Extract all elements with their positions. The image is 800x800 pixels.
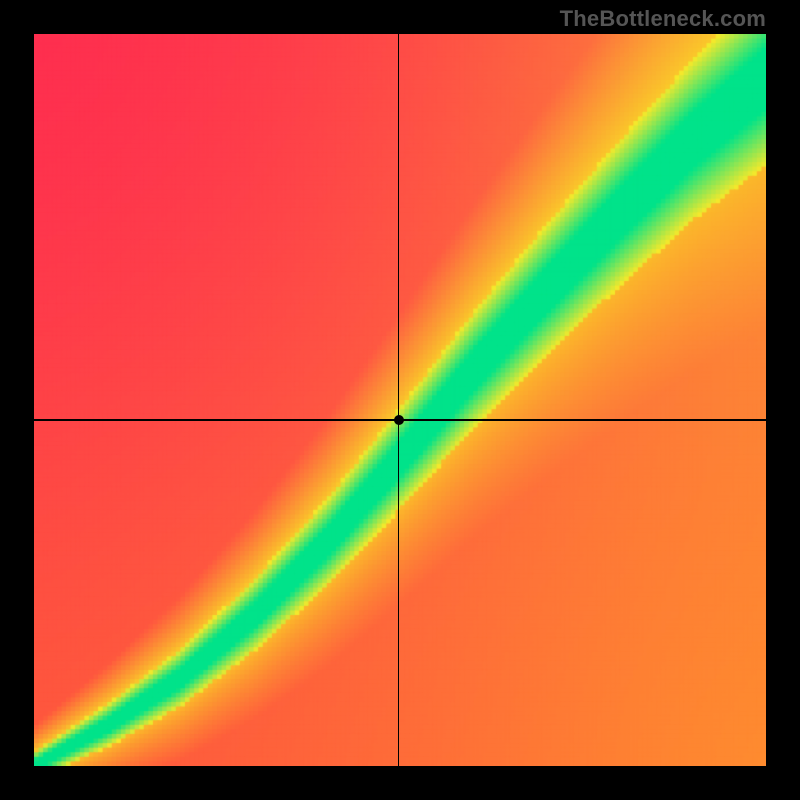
crosshair-vertical (398, 34, 400, 766)
watermark-text: TheBottleneck.com (560, 6, 766, 32)
heatmap-canvas (34, 34, 766, 766)
marker-point (394, 415, 404, 425)
chart-container: TheBottleneck.com (0, 0, 800, 800)
